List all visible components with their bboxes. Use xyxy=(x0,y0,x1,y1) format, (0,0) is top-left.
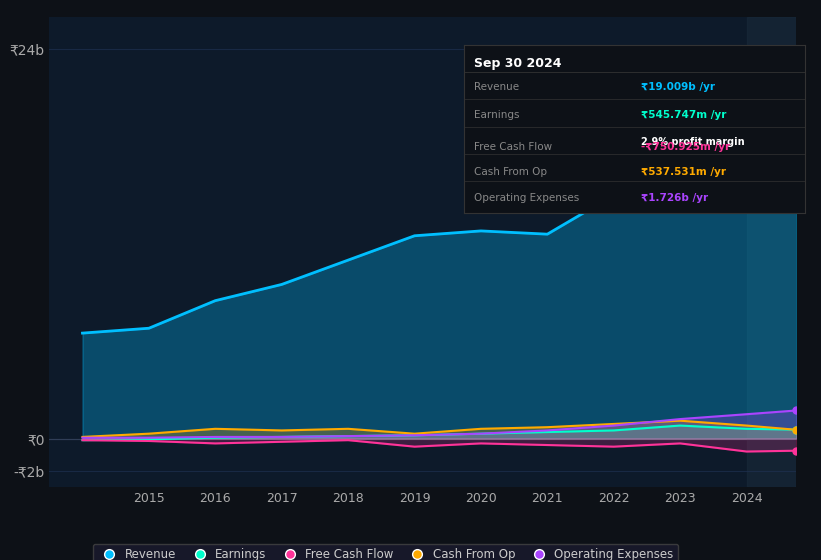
Text: -₹750.925m /yr: -₹750.925m /yr xyxy=(641,142,730,152)
Text: ₹537.531m /yr: ₹537.531m /yr xyxy=(641,167,726,178)
Bar xyxy=(746,17,796,487)
Text: Operating Expenses: Operating Expenses xyxy=(474,193,580,203)
Text: Free Cash Flow: Free Cash Flow xyxy=(474,142,553,152)
Text: Revenue: Revenue xyxy=(474,82,519,92)
Text: ₹545.747m /yr: ₹545.747m /yr xyxy=(641,110,727,120)
Text: ₹1.726b /yr: ₹1.726b /yr xyxy=(641,193,709,203)
Text: Sep 30 2024: Sep 30 2024 xyxy=(474,57,562,69)
Text: Cash From Op: Cash From Op xyxy=(474,167,547,178)
Text: 2.9% profit margin: 2.9% profit margin xyxy=(641,137,745,147)
Text: ₹19.009b /yr: ₹19.009b /yr xyxy=(641,82,715,92)
Legend: Revenue, Earnings, Free Cash Flow, Cash From Op, Operating Expenses: Revenue, Earnings, Free Cash Flow, Cash … xyxy=(93,544,678,560)
Text: Earnings: Earnings xyxy=(474,110,520,120)
